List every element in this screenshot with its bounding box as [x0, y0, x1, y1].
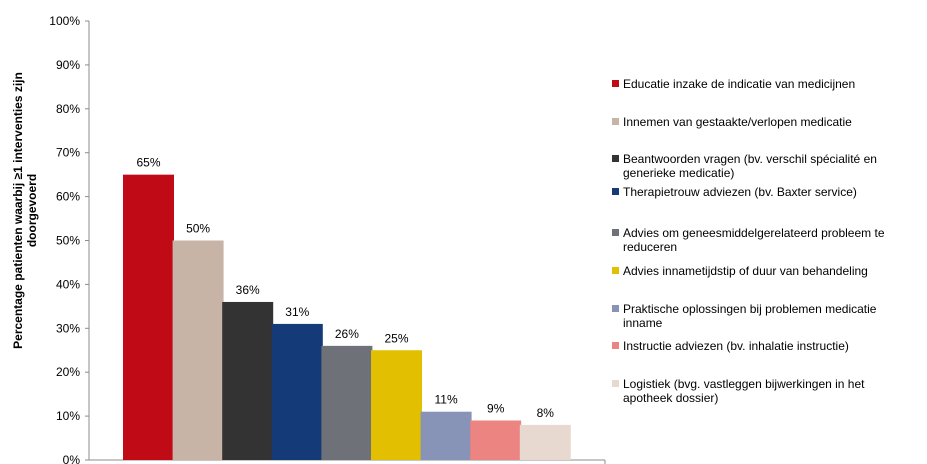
- y-tick-label: 0%: [63, 453, 81, 464]
- legend-item: Logistiek (bvg. vastleggen bijwerkingen …: [612, 377, 924, 405]
- bar: [222, 301, 274, 460]
- legend-swatch: [612, 188, 619, 195]
- legend-item: Advies innametijdstip of duur van behand…: [612, 264, 924, 278]
- legend-label: Educatie inzake de indicatie van medicij…: [623, 77, 924, 91]
- legend-swatch: [612, 305, 619, 312]
- legend-label-line: reduceren: [623, 240, 678, 254]
- legend-swatch: [612, 229, 619, 236]
- y-tick-label: 90%: [56, 58, 80, 72]
- y-axis-title-line: doorgevoerd: [25, 174, 39, 247]
- bar-data-label: 25%: [384, 331, 408, 345]
- bar-data-label: 36%: [236, 283, 260, 297]
- legend-label: Advies om geneesmiddelgerelateerd proble…: [623, 226, 924, 254]
- legend-swatch: [612, 80, 619, 87]
- bar-data-label: 11%: [435, 393, 458, 407]
- legend-swatch: [612, 118, 619, 125]
- bar-data-label: 8%: [537, 406, 555, 420]
- legend-label-line: Advies innametijdstip of duur van behand…: [623, 264, 868, 278]
- bar: [172, 240, 224, 460]
- y-tick-label: 80%: [56, 102, 80, 116]
- bar-data-label: 65%: [136, 156, 160, 170]
- y-tick-label: 10%: [56, 409, 80, 423]
- legend-label-line: Logistiek (bvg. vastleggen bijwerkingen …: [623, 377, 865, 391]
- legend-item: Instructie adviezen (bv. inhalatie instr…: [612, 339, 924, 353]
- legend-item: Advies om geneesmiddelgerelateerd proble…: [612, 226, 924, 254]
- legend-label-line: Instructie adviezen (bv. inhalatie instr…: [623, 339, 849, 353]
- legend-item: Innemen van gestaakte/verlopen medicatie: [612, 115, 924, 129]
- bar: [470, 420, 522, 460]
- legend-item: Beantwoorden vragen (bv. verschil spécia…: [612, 152, 924, 180]
- y-tick-label: 70%: [56, 146, 80, 160]
- legend-label-line: Advies om geneesmiddelgerelateerd proble…: [623, 226, 885, 240]
- bar: [271, 323, 323, 460]
- bar: [519, 424, 571, 460]
- legend-label-line: inname: [623, 316, 663, 330]
- bar-data-label: 50%: [186, 222, 210, 236]
- y-tick-label: 40%: [56, 277, 80, 291]
- bar: [123, 174, 174, 460]
- bar: [371, 350, 422, 460]
- legend-label: Advies innametijdstip of duur van behand…: [623, 264, 924, 278]
- bar: [420, 411, 472, 460]
- legend-label-line: Educatie inzake de indicatie van medicij…: [623, 77, 856, 91]
- y-tick-label: 20%: [56, 365, 80, 379]
- legend-label: Praktische oplossingen bij problemen med…: [623, 302, 924, 330]
- legend-label-line: Praktische oplossingen bij problemen med…: [623, 302, 877, 316]
- legend-label-line: generieke medicatie): [623, 166, 735, 180]
- legend-label-line: apotheek dossier): [623, 391, 719, 405]
- y-axis-title-line: Percentage patienten waarbij ≥1 interven…: [11, 72, 25, 349]
- legend-swatch: [612, 342, 619, 349]
- legend-label: Innemen van gestaakte/verlopen medicatie: [623, 115, 924, 129]
- legend-item: Praktische oplossingen bij problemen med…: [612, 302, 924, 330]
- y-tick-label: 60%: [56, 190, 80, 204]
- bar: [321, 345, 373, 460]
- legend: Educatie inzake de indicatie van medicij…: [612, 0, 927, 464]
- y-tick-label: 50%: [56, 234, 80, 248]
- legend-label-line: Beantwoorden vragen (bv. verschil spécia…: [623, 152, 877, 166]
- y-tick-label: 30%: [56, 321, 80, 335]
- y-axis-title: Percentage patienten waarbij ≥1 interven…: [11, 72, 39, 349]
- legend-label: Logistiek (bvg. vastleggen bijwerkingen …: [623, 377, 924, 405]
- legend-swatch: [612, 155, 619, 162]
- legend-item: Educatie inzake de indicatie van medicij…: [612, 77, 924, 91]
- legend-swatch: [612, 380, 619, 387]
- bar-data-label: 9%: [487, 401, 505, 415]
- legend-item: Therapietrouw adviezen (bv. Baxter servi…: [612, 185, 924, 199]
- legend-label-line: Therapietrouw adviezen (bv. Baxter servi…: [623, 185, 857, 199]
- legend-label: Instructie adviezen (bv. inhalatie instr…: [623, 339, 924, 353]
- bar-chart-plot: 0% 10% 20% 30% 40% 50% 60% 70% 80% 90% 100% Percent…: [11, 14, 606, 464]
- legend-swatch: [612, 267, 619, 274]
- legend-label-line: Innemen van gestaakte/verlopen medicatie: [623, 115, 852, 129]
- legend-label: Beantwoorden vragen (bv. verschil spécia…: [623, 152, 924, 180]
- legend-label: Therapietrouw adviezen (bv. Baxter servi…: [623, 185, 924, 199]
- bar-data-label: 31%: [285, 305, 309, 319]
- y-tick-label: 100%: [49, 14, 80, 28]
- bar-data-label: 26%: [335, 327, 359, 341]
